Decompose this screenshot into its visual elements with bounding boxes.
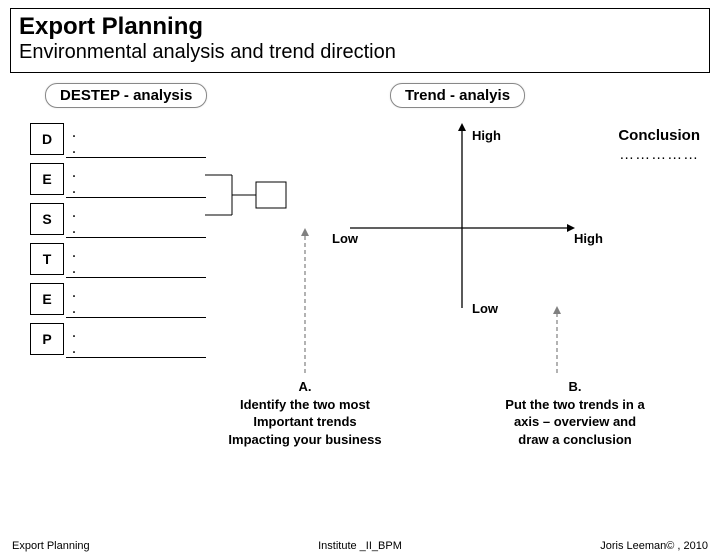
- table-row: P ..: [30, 323, 206, 363]
- destep-letter: D: [30, 123, 64, 155]
- table-row: E ..: [30, 163, 206, 203]
- destep-table: D .. E .. S .. T .. E .. P ..: [30, 123, 206, 363]
- axis-label-left: Low: [332, 231, 358, 246]
- page-subtitle: Environmental analysis and trend directi…: [19, 41, 701, 64]
- destep-letter: P: [30, 323, 64, 355]
- page-title: Export Planning: [19, 13, 701, 41]
- destep-dots: ..: [66, 163, 206, 198]
- caption-b: B. Put the two trends in a axis – overvi…: [475, 378, 675, 448]
- footer-right: Joris Leeman© , 2010: [600, 540, 708, 552]
- axis-label-top: High: [472, 128, 501, 143]
- conclusion-dots: ……………: [618, 146, 700, 163]
- destep-dots: ..: [66, 203, 206, 238]
- destep-dots: ..: [66, 323, 206, 358]
- destep-letter: E: [30, 283, 64, 315]
- destep-dots: ..: [66, 283, 206, 318]
- destep-letter: T: [30, 243, 64, 275]
- table-row: E ..: [30, 283, 206, 323]
- caption-a: A. Identify the two most Important trend…: [215, 378, 395, 448]
- destep-letter: S: [30, 203, 64, 235]
- destep-dots: ..: [66, 243, 206, 278]
- destep-letter: E: [30, 163, 64, 195]
- destep-heading: DESTEP - analysis: [45, 83, 207, 108]
- destep-dots: ..: [66, 123, 206, 158]
- axis-label-right: High: [574, 231, 603, 246]
- conclusion-block: Conclusion ……………: [618, 127, 700, 163]
- table-row: T ..: [30, 243, 206, 283]
- content-area: DESTEP - analysis Trend - analyis D .. E…: [0, 83, 720, 483]
- conclusion-title: Conclusion: [618, 127, 700, 144]
- table-row: S ..: [30, 203, 206, 243]
- trend-heading: Trend - analyis: [390, 83, 525, 108]
- axis-label-bottom: Low: [472, 301, 498, 316]
- table-row: D ..: [30, 123, 206, 163]
